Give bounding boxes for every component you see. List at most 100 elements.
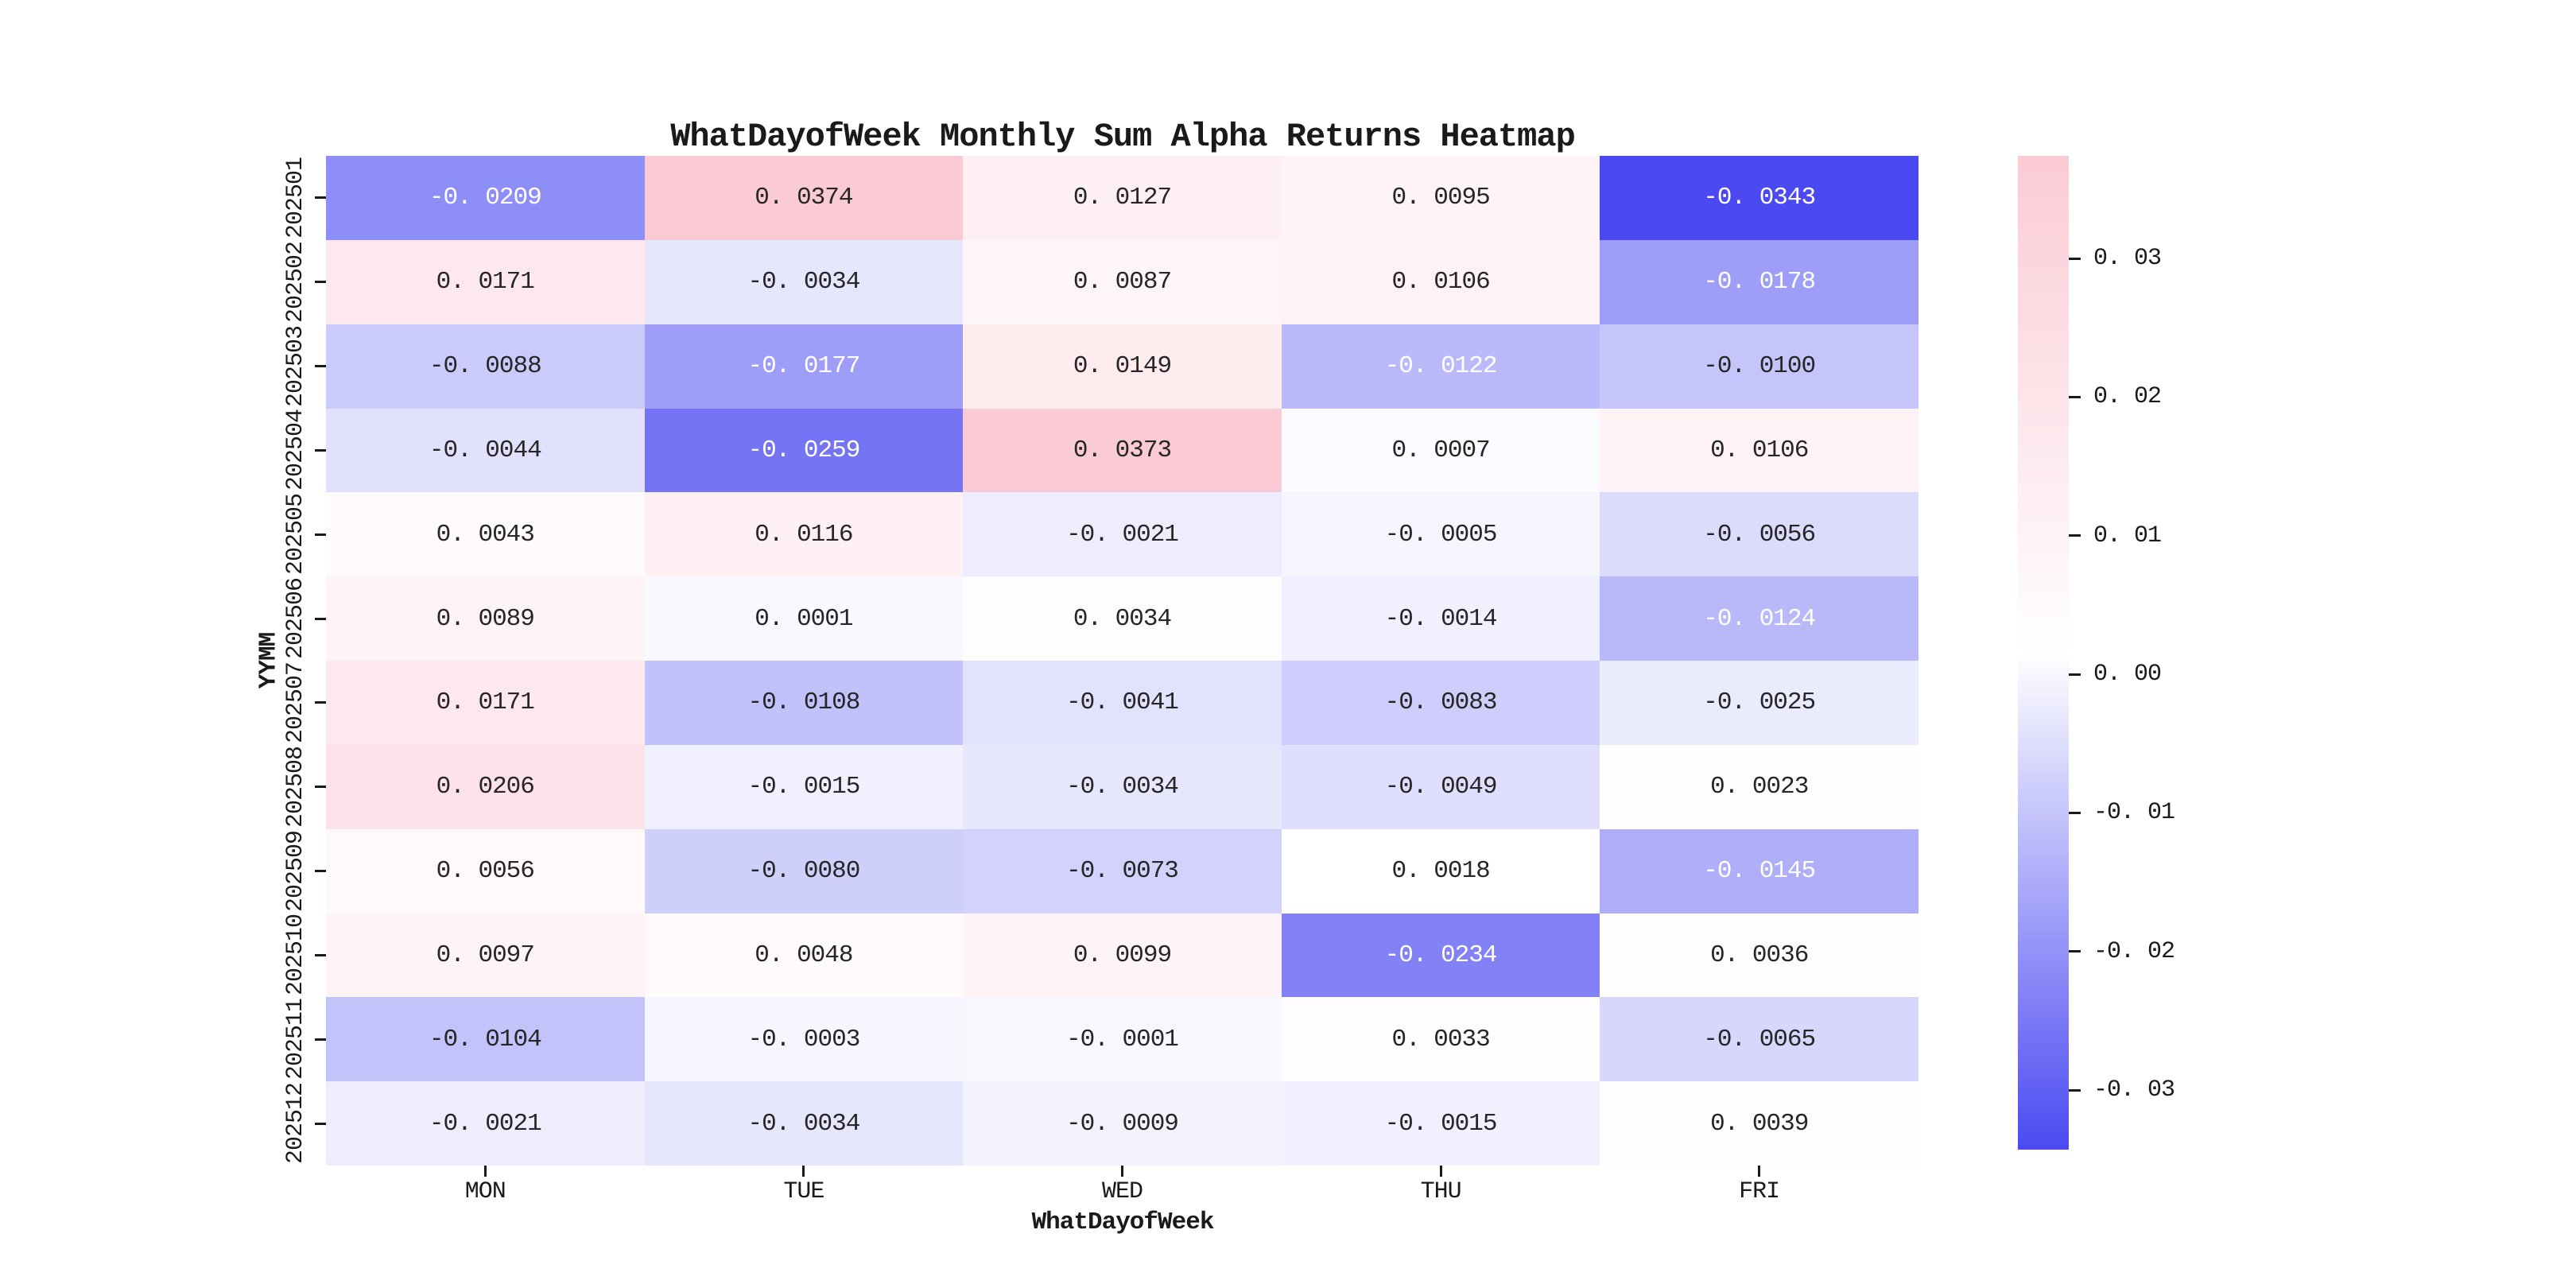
heatmap-cell: -0. 0073 bbox=[963, 828, 1282, 914]
colorbar-tick-mark bbox=[2069, 534, 2081, 537]
colorbar-tick-label: -0. 02 bbox=[2093, 937, 2175, 965]
y-tick-mark bbox=[315, 1038, 326, 1041]
y-tick-mark bbox=[315, 281, 326, 284]
y-tick-label: 202510 bbox=[282, 914, 309, 996]
x-tick-label: MON bbox=[464, 1178, 506, 1205]
colorbar-tick-label: -0. 01 bbox=[2093, 799, 2175, 827]
y-tick-mark bbox=[315, 870, 326, 873]
x-tick-label: TUE bbox=[783, 1178, 824, 1205]
y-tick-label: 202503 bbox=[282, 325, 309, 407]
y-tick-mark bbox=[315, 533, 326, 536]
colorbar-tick-mark bbox=[2069, 257, 2081, 260]
colorbar-tick-mark bbox=[2069, 395, 2081, 398]
y-tick-mark bbox=[315, 786, 326, 789]
colorbar-tick-label: 0. 03 bbox=[2093, 245, 2162, 272]
heatmap-cell: -0. 0065 bbox=[1600, 997, 1918, 1082]
heatmap-cell: 0. 0171 bbox=[326, 239, 645, 324]
heatmap-cell: -0. 0003 bbox=[644, 997, 964, 1082]
heatmap-cell: -0. 0015 bbox=[1281, 1081, 1600, 1166]
heatmap-cell: 0. 0001 bbox=[644, 576, 964, 661]
x-tick-mark bbox=[1121, 1166, 1123, 1177]
heatmap-cell: -0. 0080 bbox=[644, 828, 964, 914]
heatmap-cell: -0. 0034 bbox=[644, 1081, 964, 1166]
heatmap-cell: 0. 0127 bbox=[963, 156, 1282, 240]
y-tick-label: 202501 bbox=[282, 157, 309, 239]
heatmap-cell: -0. 0014 bbox=[1281, 576, 1600, 661]
heatmap-cell: -0. 0049 bbox=[1281, 744, 1600, 829]
colorbar-tick-mark bbox=[2069, 673, 2081, 676]
heatmap-cell: 0. 0039 bbox=[1600, 1081, 1918, 1166]
heatmap-cell: -0. 0145 bbox=[1600, 828, 1918, 914]
heatmap-cell: 0. 0089 bbox=[326, 576, 645, 661]
heatmap-cell: -0. 0122 bbox=[1281, 324, 1600, 409]
colorbar-tick-mark bbox=[2069, 950, 2081, 953]
heatmap-cell: -0. 0259 bbox=[644, 408, 964, 493]
heatmap-grid: -0. 0209 0. 0374 0. 0127 0. 0095 -0. 0343 0. … bbox=[326, 156, 1918, 1166]
y-tick-mark bbox=[315, 196, 326, 200]
heatmap-cell: -0. 0005 bbox=[1281, 492, 1600, 577]
x-tick-label: FRI bbox=[1739, 1178, 1780, 1205]
y-tick-mark bbox=[315, 953, 326, 956]
heatmap-cell: 0. 0043 bbox=[326, 492, 645, 577]
heatmap-cell: -0. 0209 bbox=[326, 156, 645, 240]
heatmap-cell: 0. 0023 bbox=[1600, 744, 1918, 829]
colorbar-tick-mark bbox=[2069, 1088, 2081, 1092]
x-tick-label: THU bbox=[1420, 1178, 1462, 1205]
heatmap-cell: 0. 0056 bbox=[326, 828, 645, 914]
y-tick-label: 202504 bbox=[282, 409, 309, 491]
y-tick-label: 202506 bbox=[282, 578, 309, 660]
colorbar-tick-label: -0. 03 bbox=[2093, 1077, 2175, 1104]
heatmap-cell: -0. 0124 bbox=[1600, 576, 1918, 661]
y-tick-mark bbox=[315, 448, 326, 452]
heatmap-cell: 0. 0373 bbox=[963, 408, 1282, 493]
heatmap-cell: -0. 0100 bbox=[1600, 324, 1918, 409]
heatmap-cell: 0. 0116 bbox=[644, 492, 964, 577]
chart-title: WhatDayofWeek Monthly Sum Alpha Returns … bbox=[670, 118, 1576, 156]
heatmap-cell: -0. 0104 bbox=[326, 997, 645, 1082]
heatmap-cell: -0. 0083 bbox=[1281, 661, 1600, 745]
x-tick-label: WED bbox=[1101, 1178, 1143, 1205]
y-tick-label: 202505 bbox=[282, 494, 309, 576]
x-tick-mark bbox=[1758, 1166, 1761, 1177]
heatmap-cell: -0. 0088 bbox=[326, 324, 645, 409]
heatmap-cell: 0. 0097 bbox=[326, 913, 645, 998]
heatmap-cell: -0. 0001 bbox=[963, 997, 1282, 1082]
x-tick-mark bbox=[802, 1166, 805, 1177]
heatmap-cell: -0. 0021 bbox=[963, 492, 1282, 577]
y-tick-label: 202511 bbox=[282, 999, 309, 1080]
colorbar-gradient bbox=[2018, 156, 2069, 1150]
y-tick-mark bbox=[315, 617, 326, 620]
heatmap-cell: 0. 0033 bbox=[1281, 997, 1600, 1082]
y-axis-label: YYMM bbox=[254, 632, 283, 689]
colorbar-tick-mark bbox=[2069, 811, 2081, 814]
heatmap-cell: 0. 0048 bbox=[644, 913, 964, 998]
heatmap-cell: -0. 0044 bbox=[326, 408, 645, 493]
heatmap-cell: -0. 0178 bbox=[1600, 239, 1918, 324]
heatmap-cell: 0. 0106 bbox=[1281, 239, 1600, 324]
heatmap-cell: 0. 0095 bbox=[1281, 156, 1600, 240]
x-tick-mark bbox=[483, 1166, 487, 1177]
heatmap-cell: 0. 0206 bbox=[326, 744, 645, 829]
heatmap-cell: 0. 0374 bbox=[644, 156, 964, 240]
heatmap-cell: -0. 0056 bbox=[1600, 492, 1918, 577]
y-tick-label: 202508 bbox=[282, 746, 309, 828]
y-tick-mark bbox=[315, 365, 326, 368]
heatmap-cell: 0. 0171 bbox=[326, 661, 645, 745]
heatmap-cell: -0. 0015 bbox=[644, 744, 964, 829]
heatmap-cell: -0. 0234 bbox=[1281, 913, 1600, 998]
heatmap-cell: -0. 0343 bbox=[1600, 156, 1918, 240]
heatmap-cell: 0. 0007 bbox=[1281, 408, 1600, 493]
colorbar-tick-label: 0. 00 bbox=[2093, 661, 2162, 689]
heatmap-cell: 0. 0149 bbox=[963, 324, 1282, 409]
heatmap-cell: -0. 0025 bbox=[1600, 661, 1918, 745]
x-tick-mark bbox=[1439, 1166, 1442, 1177]
heatmap-cell: -0. 0108 bbox=[644, 661, 964, 745]
colorbar-tick-label: 0. 02 bbox=[2093, 383, 2162, 411]
y-tick-mark bbox=[315, 701, 326, 704]
y-tick-label: 202509 bbox=[282, 830, 309, 912]
y-tick-label: 202502 bbox=[282, 241, 309, 323]
heatmap-cell: 0. 0018 bbox=[1281, 828, 1600, 914]
heatmap-cell: 0. 0034 bbox=[963, 576, 1282, 661]
colorbar-tick-label: 0. 01 bbox=[2093, 522, 2162, 549]
